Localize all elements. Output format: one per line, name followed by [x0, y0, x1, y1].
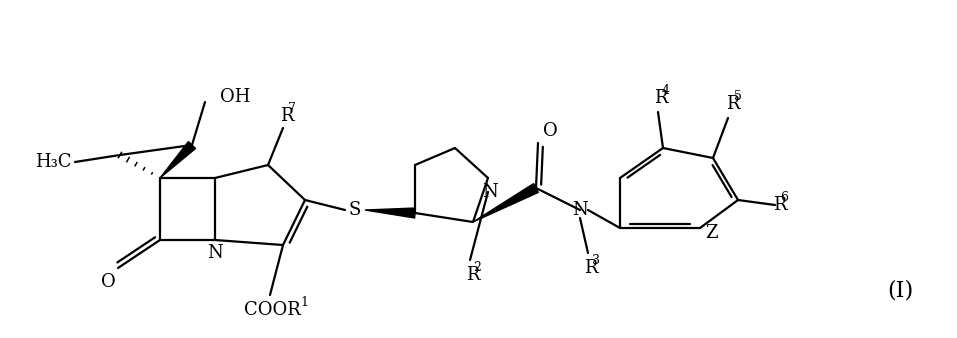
Text: (I): (I)	[887, 279, 913, 301]
Text: R: R	[280, 107, 294, 125]
Text: 5: 5	[733, 90, 742, 103]
Polygon shape	[365, 208, 415, 218]
Text: R: R	[726, 95, 740, 113]
Text: R: R	[773, 196, 787, 214]
Text: N: N	[207, 244, 223, 262]
Text: S: S	[348, 201, 361, 219]
Text: Z: Z	[705, 224, 718, 242]
Text: 2: 2	[474, 261, 481, 274]
Text: 4: 4	[661, 84, 670, 97]
Text: COOR: COOR	[244, 301, 300, 319]
Text: N: N	[572, 201, 588, 219]
Polygon shape	[160, 142, 195, 178]
Text: 7: 7	[287, 102, 296, 115]
Text: R: R	[466, 266, 479, 284]
Text: OH: OH	[220, 88, 251, 106]
Text: R: R	[654, 89, 667, 107]
Text: 1: 1	[300, 296, 308, 310]
Text: 6: 6	[781, 191, 789, 204]
Text: O: O	[543, 122, 558, 140]
Polygon shape	[473, 184, 539, 222]
Text: R: R	[584, 259, 597, 277]
Text: H₃C: H₃C	[34, 153, 71, 171]
Text: O: O	[100, 273, 116, 291]
Text: 3: 3	[591, 255, 599, 267]
Text: N: N	[482, 183, 498, 201]
